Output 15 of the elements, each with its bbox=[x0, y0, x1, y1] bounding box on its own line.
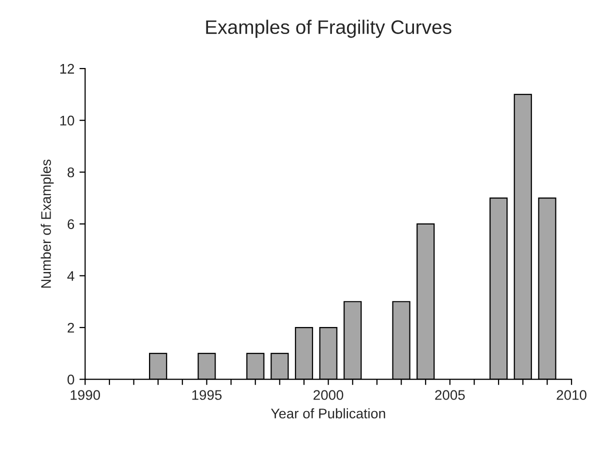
x-axis-title: Year of Publication bbox=[270, 408, 386, 418]
y-axis-title: Number of Examples bbox=[40, 160, 54, 288]
x-tick-label: 2005 bbox=[435, 390, 465, 400]
y-tick-label: 4 bbox=[67, 271, 74, 281]
x-tick-label: 2000 bbox=[314, 390, 344, 400]
x-tick-label: 2010 bbox=[556, 390, 586, 400]
x-tick-label: 1995 bbox=[192, 390, 222, 400]
y-tick-label: 8 bbox=[68, 167, 74, 178]
y-tick-label: 2 bbox=[68, 322, 74, 333]
y-tick-label: 10 bbox=[60, 116, 74, 126]
y-tick-label: 12 bbox=[60, 64, 74, 74]
y-tick-label: 6 bbox=[68, 219, 74, 230]
chart-title: Examples of Fragility Curves bbox=[206, 20, 452, 38]
y-tick-label: 0 bbox=[68, 374, 74, 384]
x-tick-label: 1990 bbox=[70, 390, 100, 400]
